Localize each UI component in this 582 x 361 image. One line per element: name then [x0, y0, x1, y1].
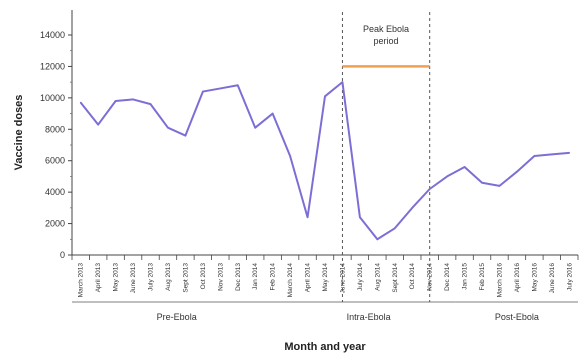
data-point [359, 216, 361, 219]
x-tick-label: Jan 2015 [462, 263, 469, 290]
x-tick-label: Nov 2013 [217, 263, 224, 291]
data-point [167, 126, 169, 129]
x-tick-label: Feb 2015 [479, 263, 486, 291]
y-tick-label: 12000 [40, 61, 65, 71]
data-point [551, 153, 553, 156]
data-point [533, 155, 536, 157]
x-tick-label: July 2016 [566, 263, 573, 291]
data-point [393, 227, 396, 230]
phase-label: Pre-Ebola [157, 312, 197, 322]
x-tick-label: Oct 2013 [200, 263, 207, 290]
x-axis-title: Month and year [284, 341, 366, 353]
x-tick-label: Sept 2014 [392, 263, 399, 293]
x-tick-label: March 2013 [78, 263, 85, 298]
phase-label: Post-Ebola [495, 312, 539, 322]
data-point [516, 170, 518, 173]
x-tick-label: May 2016 [531, 263, 538, 292]
data-point [114, 100, 117, 102]
data-point [498, 185, 501, 187]
series-line [79, 81, 570, 241]
x-tick-label: July 2013 [148, 263, 155, 291]
x-tick-label: Aug 2013 [165, 263, 172, 291]
y-tick-label: 10000 [40, 93, 65, 103]
data-point [219, 87, 222, 90]
y-tick-label: 4000 [45, 187, 65, 197]
x-tick-label: Sept 2013 [182, 263, 189, 293]
data-point [289, 155, 291, 157]
y-axis-title: Vaccine doses [13, 95, 25, 171]
data-point [271, 112, 274, 115]
data-point [79, 101, 82, 104]
x-tick-label: March 2014 [287, 263, 294, 298]
data-point [446, 175, 448, 178]
x-tick-label: April 2013 [95, 263, 102, 293]
data-point [411, 207, 414, 209]
data-point [341, 81, 344, 83]
x-tick-label: April 2016 [514, 263, 521, 293]
phase-label: Intra-Ebola [347, 312, 391, 322]
x-tick-label: Dec 2014 [444, 263, 451, 291]
x-tick-label: Aug 2014 [374, 263, 381, 291]
x-tick-label: June 2016 [549, 263, 556, 294]
x-tick-label: Jan 2014 [252, 263, 259, 290]
y-tick-label: 2000 [45, 219, 65, 229]
data-point [568, 152, 571, 154]
x-tick-label: July 2014 [357, 263, 364, 291]
x-tick-label: April 2014 [305, 263, 312, 293]
y-tick-label: 8000 [45, 124, 65, 134]
data-point [254, 126, 257, 129]
data-point [428, 188, 431, 190]
x-tick-label: June 2013 [130, 263, 137, 294]
y-tick-label: 0 [60, 250, 65, 260]
annotation-text: period [374, 36, 399, 46]
data-point [463, 166, 466, 168]
annotation-text: Peak Ebola [363, 24, 409, 34]
y-tick-label: 14000 [40, 30, 65, 40]
y-tick-label: 6000 [45, 156, 65, 166]
x-tick-label: May 2013 [113, 263, 120, 292]
data-point [184, 134, 187, 137]
data-point [236, 84, 239, 87]
data-point [97, 123, 99, 126]
data-point [481, 181, 483, 184]
data-point [202, 90, 204, 93]
x-tick-label: Feb 2014 [270, 263, 277, 291]
x-tick-label: March 2016 [496, 263, 503, 298]
data-point [324, 95, 326, 98]
x-tick-label: Dec 2013 [235, 263, 242, 291]
data-point [376, 238, 379, 241]
data-point [149, 103, 152, 105]
data-point [306, 216, 309, 219]
x-tick-label: Oct 2014 [409, 263, 416, 290]
data-point [132, 98, 134, 101]
x-tick-label: May 2014 [322, 263, 329, 292]
